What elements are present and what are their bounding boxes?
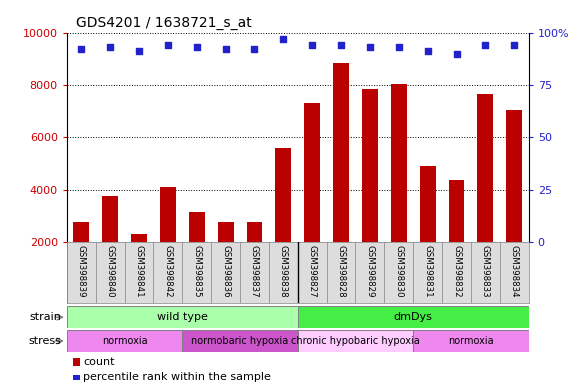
Bar xyxy=(67,330,182,352)
Bar xyxy=(419,166,436,242)
Text: GSM398830: GSM398830 xyxy=(394,245,403,298)
Bar xyxy=(413,330,529,352)
Bar xyxy=(449,180,464,242)
Text: GSM398831: GSM398831 xyxy=(423,245,432,298)
Text: normoxia: normoxia xyxy=(102,336,148,346)
Bar xyxy=(160,187,176,242)
Text: stress: stress xyxy=(28,336,61,346)
Point xyxy=(106,44,115,50)
Bar xyxy=(506,110,522,242)
Bar xyxy=(102,196,118,242)
Bar xyxy=(298,306,529,328)
Point xyxy=(163,42,173,48)
Text: strain: strain xyxy=(29,312,61,322)
Text: percentile rank within the sample: percentile rank within the sample xyxy=(83,372,271,382)
Text: GSM398832: GSM398832 xyxy=(452,245,461,298)
Text: GSM398837: GSM398837 xyxy=(250,245,259,298)
Text: GSM398840: GSM398840 xyxy=(106,245,114,298)
Text: GSM398842: GSM398842 xyxy=(163,245,173,298)
Text: GSM398838: GSM398838 xyxy=(279,245,288,298)
Point xyxy=(423,48,432,55)
Text: GSM398829: GSM398829 xyxy=(365,245,374,298)
Bar xyxy=(298,330,413,352)
Bar xyxy=(73,222,89,242)
Text: count: count xyxy=(83,357,114,367)
Point xyxy=(510,42,519,48)
Text: GSM398841: GSM398841 xyxy=(134,245,144,298)
Text: normoxia: normoxia xyxy=(448,336,494,346)
Text: GSM398834: GSM398834 xyxy=(510,245,519,298)
Bar xyxy=(246,222,263,242)
Text: GSM398827: GSM398827 xyxy=(308,245,317,298)
Text: dmDys: dmDys xyxy=(394,312,433,322)
Point xyxy=(365,44,375,50)
Bar xyxy=(304,103,320,242)
Text: GSM398828: GSM398828 xyxy=(336,245,346,298)
Text: normobaric hypoxia: normobaric hypoxia xyxy=(191,336,289,346)
Point xyxy=(221,46,230,53)
Point xyxy=(394,44,403,50)
Point xyxy=(452,50,461,56)
Point xyxy=(307,42,317,48)
Bar xyxy=(218,222,234,242)
Point xyxy=(250,46,259,53)
Bar xyxy=(189,212,205,242)
Bar xyxy=(391,84,407,242)
Bar xyxy=(333,63,349,242)
Text: GSM398836: GSM398836 xyxy=(221,245,230,298)
Point xyxy=(134,48,144,55)
Bar xyxy=(67,306,298,328)
Bar xyxy=(478,94,493,242)
Text: GSM398835: GSM398835 xyxy=(192,245,201,298)
Bar xyxy=(275,148,291,242)
Text: GDS4201 / 1638721_s_at: GDS4201 / 1638721_s_at xyxy=(76,16,252,30)
Point xyxy=(77,46,86,53)
Text: chronic hypobaric hypoxia: chronic hypobaric hypoxia xyxy=(291,336,420,346)
Point xyxy=(279,36,288,42)
Text: GSM398833: GSM398833 xyxy=(481,245,490,298)
Text: wild type: wild type xyxy=(157,312,208,322)
Text: GSM398839: GSM398839 xyxy=(77,245,86,298)
Point xyxy=(336,42,346,48)
Point xyxy=(480,42,490,48)
Bar xyxy=(131,234,147,242)
Point xyxy=(192,44,202,50)
Bar xyxy=(182,330,297,352)
Bar xyxy=(362,89,378,242)
